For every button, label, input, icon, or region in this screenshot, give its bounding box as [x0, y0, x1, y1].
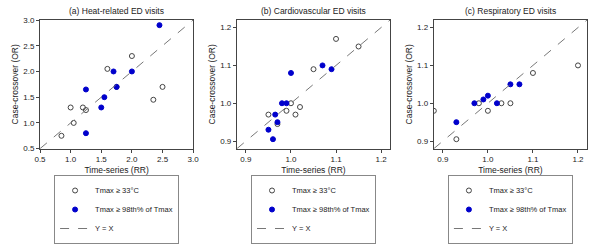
svg-text:0.9: 0.9: [240, 155, 252, 164]
svg-text:0.9: 0.9: [220, 137, 232, 146]
svg-text:Tmax ≥ 98th% of Tmax: Tmax ≥ 98th% of Tmax: [95, 205, 173, 214]
svg-text:2.5: 2.5: [23, 42, 35, 51]
svg-text:1.1: 1.1: [527, 155, 539, 164]
svg-text:Y = X: Y = X: [489, 224, 507, 233]
svg-text:0.9: 0.9: [417, 137, 429, 146]
svg-text:(b) Cardiovascular ED visits: (b) Cardiovascular ED visits: [261, 6, 366, 16]
svg-text:1.0: 1.0: [220, 99, 232, 108]
svg-text:Tmax ≥ 33°C: Tmax ≥ 33°C: [292, 186, 336, 195]
svg-text:1.2: 1.2: [417, 23, 429, 32]
svg-text:2.0: 2.0: [23, 67, 35, 76]
svg-text:1.1: 1.1: [417, 61, 429, 70]
svg-text:3.0: 3.0: [188, 155, 200, 164]
svg-text:1.0: 1.0: [285, 155, 297, 164]
svg-text:Tmax ≥ 33°C: Tmax ≥ 33°C: [489, 186, 533, 195]
svg-text:1.5: 1.5: [23, 93, 35, 102]
svg-text:1.5: 1.5: [96, 155, 108, 164]
svg-text:Case-crossover (OR): Case-crossover (OR): [404, 44, 414, 124]
svg-text:1.0: 1.0: [23, 119, 35, 128]
svg-text:Y = X: Y = X: [292, 224, 310, 233]
svg-text:Y = X: Y = X: [95, 224, 113, 233]
svg-text:Time-series (RR): Time-series (RR): [84, 165, 149, 175]
svg-text:3.0: 3.0: [23, 16, 35, 25]
svg-text:1.1: 1.1: [330, 155, 342, 164]
svg-text:1.0: 1.0: [417, 99, 429, 108]
svg-text:1.2: 1.2: [376, 155, 388, 164]
svg-text:(a) Heat-related ED visits: (a) Heat-related ED visits: [69, 6, 164, 16]
svg-text:2.5: 2.5: [157, 155, 169, 164]
svg-text:1.2: 1.2: [220, 23, 232, 32]
svg-text:Tmax ≥ 98th% of Tmax: Tmax ≥ 98th% of Tmax: [292, 205, 370, 214]
svg-text:2.0: 2.0: [126, 155, 138, 164]
svg-text:Tmax ≥ 98th% of Tmax: Tmax ≥ 98th% of Tmax: [489, 205, 567, 214]
svg-text:0.5: 0.5: [23, 144, 35, 153]
svg-text:Time-series (RR): Time-series (RR): [478, 165, 543, 175]
svg-text:Case-crossover (OR): Case-crossover (OR): [10, 44, 20, 124]
svg-text:1.0: 1.0: [482, 155, 494, 164]
svg-text:Tmax ≥ 33°C: Tmax ≥ 33°C: [95, 186, 139, 195]
svg-text:0.9: 0.9: [437, 155, 449, 164]
svg-text:Case-crossover (OR): Case-crossover (OR): [207, 44, 217, 124]
svg-text:Time-series (RR): Time-series (RR): [281, 165, 346, 175]
svg-text:1.1: 1.1: [220, 61, 232, 70]
svg-text:1.2: 1.2: [572, 155, 584, 164]
svg-text:0.5: 0.5: [34, 155, 46, 164]
svg-text:1.0: 1.0: [65, 155, 77, 164]
svg-text:(c) Respiratory ED visits: (c) Respiratory ED visits: [465, 6, 556, 16]
